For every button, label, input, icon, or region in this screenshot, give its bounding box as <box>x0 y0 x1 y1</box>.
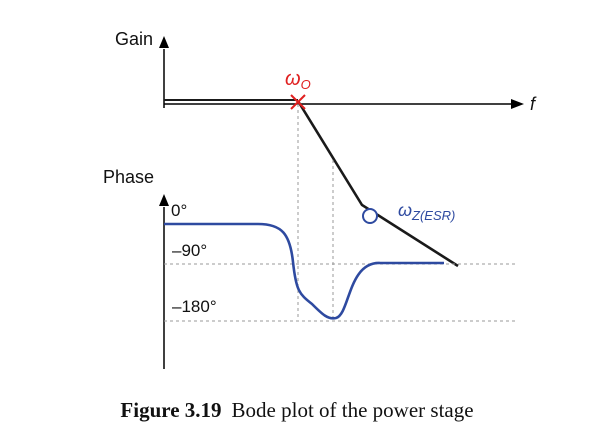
figure-caption: Figure 3.19 Bode plot of the power stage <box>0 398 594 423</box>
gain-label: Gain <box>115 29 153 49</box>
gain-slope-line <box>296 100 459 268</box>
gain-axis-arrow <box>159 36 169 48</box>
caption-text: Bode plot of the power stage <box>231 398 474 422</box>
phase-tick-90: –90° <box>172 241 207 260</box>
omega-o-marker <box>290 94 306 110</box>
omega-o-label: ωO <box>285 68 311 92</box>
frequency-axis-arrow <box>511 99 524 109</box>
omega-z-marker <box>362 208 378 224</box>
phase-curve <box>164 222 444 320</box>
phase-tick-0: 0° <box>171 201 187 220</box>
phase-label: Phase <box>103 167 154 187</box>
phase-axis-arrow <box>159 194 169 206</box>
frequency-label: f <box>530 94 537 114</box>
phase-tick-180: –180° <box>172 297 217 316</box>
caption-number: Figure 3.19 <box>120 398 222 422</box>
omega-z-label: ωZ(ESR) <box>398 200 455 223</box>
